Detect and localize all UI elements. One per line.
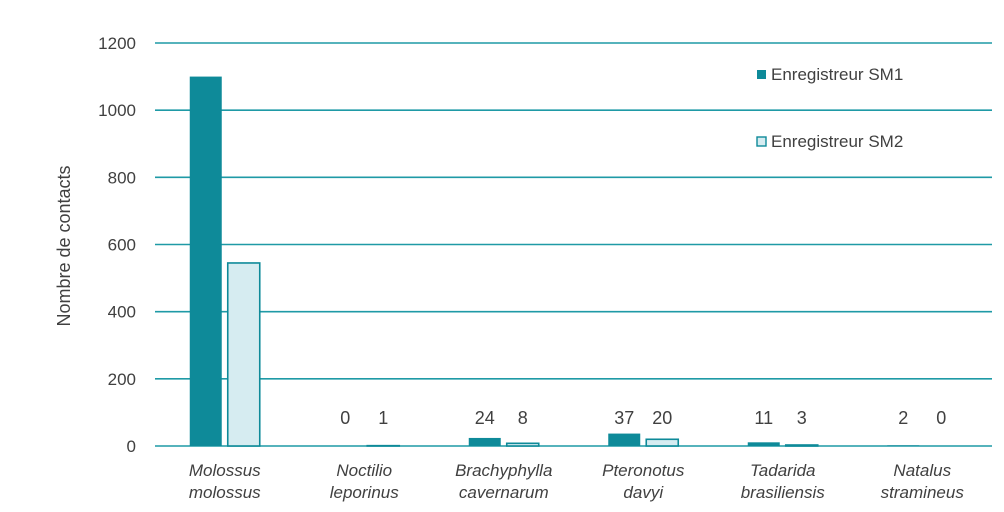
bar-series2-cat1 [226,262,261,447]
legend-label-sm2: Enregistreur SM2 [771,132,903,151]
x-category-label: Noctilio [336,461,392,480]
y-tick-label: 0 [127,437,136,456]
legend-swatch-sm1 [757,70,766,79]
x-category-label: stramineus [881,483,965,502]
x-category-label: Molossus [189,461,261,480]
x-category-label: brasiliensis [741,483,826,502]
data-label-series1-cat5: 11 [754,408,773,428]
x-category-label: Tadarida [750,461,816,480]
data-label-series2-cat2: 1 [378,408,388,428]
y-tick-label: 200 [108,370,136,389]
bar-series1-cat5 [747,442,780,446]
bar-series2-cat4 [645,438,680,447]
y-axis-ticks: 0 200 400 600 800 1000 1200 [98,34,136,456]
data-labels: 0 1 24 8 37 20 11 3 2 0 [340,408,946,428]
legend-swatch-sm2 [756,136,767,147]
x-category-label: molossus [189,483,261,502]
x-axis-categories: Molossus molossus Noctilio leporinus Brachyp… [189,461,964,502]
y-tick-label: 1000 [98,101,136,120]
x-category-label: davyi [623,483,664,502]
bar-series1-cat3 [468,437,501,446]
data-label-series2-cat5: 3 [797,408,807,428]
x-category-label: Brachyphylla [455,461,552,480]
x-category-label: cavernarum [459,483,549,502]
legend: Enregistreur SM1 Enregistreur SM2 [756,65,903,151]
bar-series2-cat5 [784,444,819,447]
bar-series1-cat4 [608,433,641,446]
x-category-label: leporinus [330,483,399,502]
data-label-series1-cat4: 37 [614,408,634,428]
x-category-label: Natalus [893,461,951,480]
data-label-series2-cat4: 20 [652,408,672,428]
y-tick-label: 600 [108,236,136,255]
data-label-series2-cat6: 0 [936,408,946,428]
bars [189,76,920,447]
y-axis-title: Nombre de contacts [54,165,74,326]
data-label-series1-cat3: 24 [475,408,495,428]
data-label-series2-cat3: 8 [518,408,528,428]
y-tick-label: 400 [108,303,136,322]
y-tick-label: 1200 [98,34,136,53]
data-label-series1-cat2: 0 [340,408,350,428]
x-category-label: Pteronotus [602,461,685,480]
bar-series1-cat6 [887,445,920,446]
data-label-series1-cat6: 2 [898,408,908,428]
bar-series1-cat1 [189,76,222,446]
bar-series2-cat3 [505,442,540,447]
legend-label-sm1: Enregistreur SM1 [771,65,903,84]
gridlines [155,42,992,447]
y-tick-label: 800 [108,168,136,187]
